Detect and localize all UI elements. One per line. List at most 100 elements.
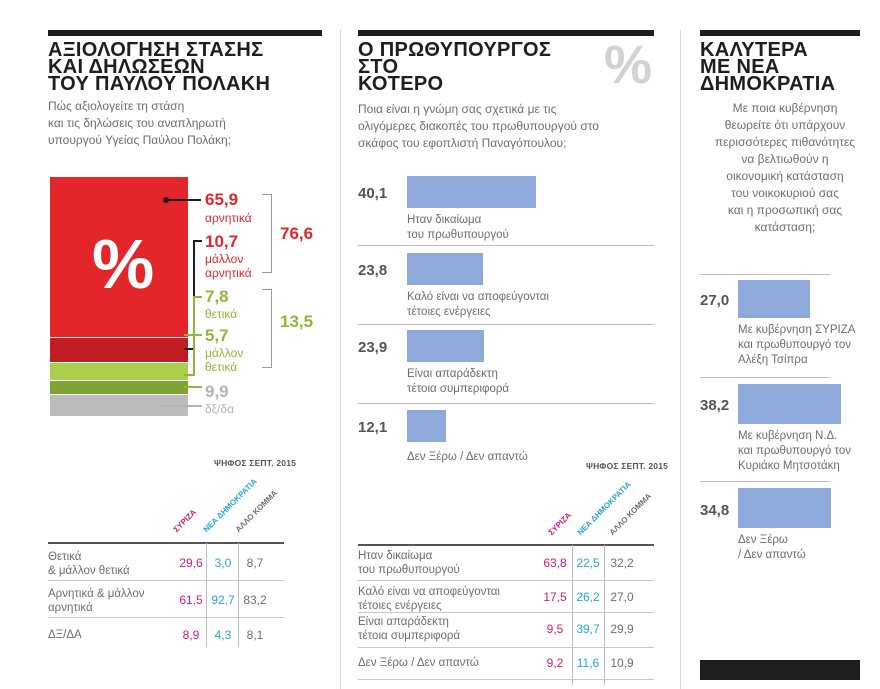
segment-positive <box>50 363 188 380</box>
value-rather-negative: 10,7 <box>205 232 239 251</box>
col-syriza: ΣΥΡΙΖΑ <box>546 510 574 537</box>
bar-separator <box>700 274 830 275</box>
connector-line <box>166 199 201 201</box>
bar <box>407 410 446 442</box>
bar <box>738 488 831 528</box>
bar <box>738 280 810 318</box>
panel2-subtitle: Ποια είναι η γνώμη σας σχετικά με τις ολ… <box>358 102 599 150</box>
connector-line <box>184 348 195 350</box>
table-row-label: ΔΞ/ΔΑ <box>48 629 82 641</box>
table-cell: 8,1 <box>246 628 264 642</box>
connector-line <box>184 386 202 388</box>
table-cell: 61,5 <box>179 593 203 607</box>
segment-negative <box>50 177 188 337</box>
bar-value: 34,8 <box>700 502 730 519</box>
bar-separator <box>700 481 830 482</box>
bar-separator <box>358 403 654 404</box>
connector-line <box>193 296 195 376</box>
table-cell: 8,7 <box>246 556 264 570</box>
value-dk: 9,9 <box>205 382 229 401</box>
panel1-top-rule <box>48 30 322 36</box>
table-cell: 3,0 <box>214 556 232 570</box>
table-vline <box>206 543 207 647</box>
table-cell: 29,6 <box>179 556 203 570</box>
label-positive: θετικά <box>205 307 238 321</box>
bar <box>738 384 841 424</box>
col-nd: ΝΕΑ ΔΗΜΟΚΡΑΤΙΑ <box>575 479 633 537</box>
table-row-label: Θετικά & μάλλον θετικά <box>48 551 130 577</box>
connector-line <box>193 296 202 298</box>
bar-label: Είναι απαράδεκτη τέτοια συμπεριφορά <box>407 368 510 395</box>
table-rule <box>48 542 284 544</box>
table-rule <box>48 617 284 618</box>
panel3-subtitle: Με ποια κυβέρνηση θεωρείτε ότι υπάρχουν … <box>714 101 856 234</box>
table-cell: 92,7 <box>211 593 235 607</box>
table-cell: 22,5 <box>576 556 600 570</box>
table-cell: 27,0 <box>610 590 634 604</box>
bracket-negative <box>262 194 272 273</box>
bar <box>407 176 536 208</box>
bar-label: Με κυβέρνηση Ν.Δ. και πρωθυπουργό τον Κυ… <box>738 430 852 472</box>
bar-value: 27,0 <box>700 292 730 309</box>
table-cell: 8,9 <box>182 628 200 642</box>
bar-label: Δεν Ξέρω / Δεν απαντώ <box>738 534 806 561</box>
table-rule <box>358 612 654 613</box>
panel2-title: Ο ΠΡΩΘΥΠΟΥΡΓΟΣ ΣΤΟ ΚΟΤΕΡΟ <box>358 39 552 95</box>
connector-line <box>184 334 202 336</box>
table-rule <box>358 647 654 648</box>
panel3-bottom-block <box>700 660 860 680</box>
table-cell: 83,2 <box>243 593 267 607</box>
bar-value: 23,8 <box>358 262 388 279</box>
table-cell: 17,5 <box>543 590 567 604</box>
bar-value: 12,1 <box>358 419 388 436</box>
connector-line <box>193 240 202 242</box>
panel2-vote-label: ΨΗΦΟΣ ΣΕΠΤ. 2015 <box>586 461 669 471</box>
table-rule <box>358 679 654 680</box>
bar-label: Ηταν δικαίωμα του πρωθυπουργού <box>407 214 509 241</box>
panel1-subtitle: Πώς αξιολογείτε τη στάση και τις δηλώσει… <box>48 99 232 147</box>
table-cell: 63,8 <box>543 556 567 570</box>
bar-label: Δεν Ξέρω / Δεν απαντώ <box>407 451 528 463</box>
table-cell: 10,9 <box>610 656 634 670</box>
label-dk: δξ/δα <box>205 402 235 416</box>
bar-separator <box>358 245 654 246</box>
connector-line <box>193 240 195 349</box>
table-row-label: Καλό είναι να αποφεύγονται τέτοιες ενέργ… <box>358 586 500 612</box>
table-row-label: Ηταν δικαίωμα του πρωθυπουργού <box>358 550 460 576</box>
panel2-top-rule <box>358 30 654 36</box>
panel1-title: ΑΞΙΟΛΟΓΗΣΗ ΣΤΑΣΗΣ ΚΑΙ ΔΗΛΩΣΕΩΝ ΤΟΥ ΠΑΥΛΟ… <box>48 39 271 95</box>
connector-line <box>184 374 195 376</box>
panel1-stacked-bar: % <box>50 177 188 416</box>
panel3-top-rule <box>700 30 860 36</box>
table-cell: 29,9 <box>610 622 634 636</box>
bar <box>407 253 483 285</box>
table-rule <box>48 580 284 581</box>
table-vline <box>238 543 239 647</box>
percent-symbol: % <box>92 225 155 303</box>
bar-value: 23,9 <box>358 339 388 356</box>
table-cell: 4,3 <box>214 628 232 642</box>
table-rule <box>358 580 654 581</box>
connector-line <box>160 405 202 407</box>
segment-rather-negative <box>50 338 188 362</box>
bar-label: Με κυβέρνηση ΣΥΡΙΖΑ και πρωθυπουργό τον … <box>738 324 856 366</box>
segment-dk <box>50 395 188 416</box>
panel3-title: ΚΑΛΥΤΕΡΑ ΜΕ ΝΕΑ ΔΗΜΟΚΡΑΤΙΑ <box>700 39 836 95</box>
table-vline <box>572 545 573 685</box>
table-cell: 9,5 <box>546 622 564 636</box>
bar-value: 38,2 <box>700 397 730 414</box>
bar-separator <box>358 324 654 325</box>
total-negative: 76,6 <box>280 224 314 243</box>
col-syriza: ΣΥΡΙΖΑ <box>171 507 199 534</box>
bar <box>407 330 484 362</box>
column-separator <box>680 30 681 689</box>
value-negative: 65,9 <box>205 190 239 209</box>
value-positive: 7,8 <box>205 287 229 306</box>
table-cell: 11,6 <box>576 656 600 670</box>
col-nd: ΝΕΑ ΔΗΜΟΚΡΑΤΙΑ <box>201 476 259 534</box>
segment-rather-positive <box>50 381 188 394</box>
value-rather-positive: 5,7 <box>205 326 229 345</box>
table-row-label: Αρνητικά & μάλλον αρνητικά <box>48 588 145 614</box>
table-cell: 9,2 <box>546 656 564 670</box>
table-vline <box>604 545 605 685</box>
